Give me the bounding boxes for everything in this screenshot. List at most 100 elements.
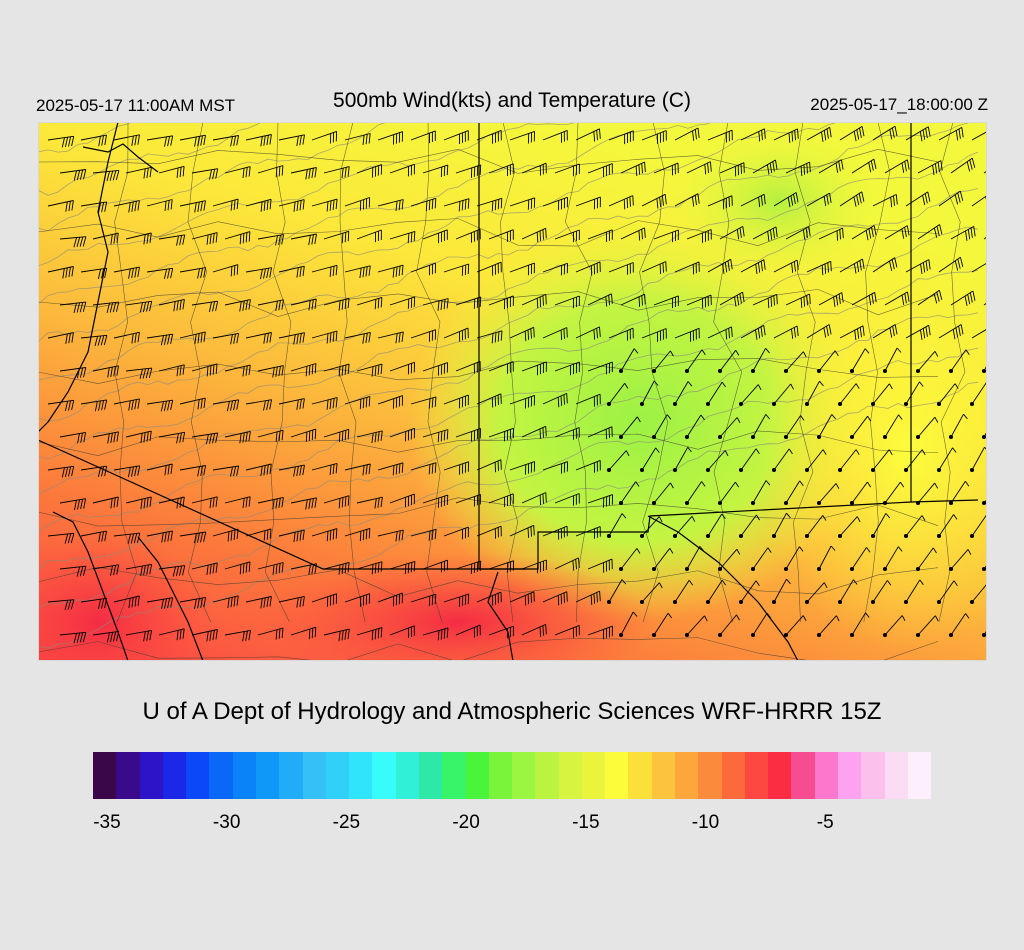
wind-barb — [410, 130, 436, 144]
wind-barb — [851, 225, 877, 241]
wind-barb — [587, 293, 613, 307]
isotherm-line — [38, 347, 979, 609]
wind-barb — [653, 162, 679, 176]
wind-barb — [872, 125, 898, 141]
wind-barb — [705, 381, 726, 407]
colorbar-tick-label: -15 — [572, 812, 600, 833]
wind-barb — [311, 593, 338, 607]
colorbar-swatch — [698, 752, 722, 799]
wind-barb — [936, 383, 959, 407]
wind-barb — [158, 165, 185, 178]
wind-barb — [191, 363, 218, 377]
wind-barb — [783, 480, 804, 506]
wind-barb — [212, 264, 239, 277]
wind-barb — [47, 599, 75, 611]
wind-barb — [323, 363, 350, 377]
wind-barb — [323, 230, 350, 244]
wind-barb — [476, 393, 502, 408]
wind-barb — [837, 449, 860, 473]
wind-barb — [870, 580, 892, 605]
yellow-band-east — [758, 252, 987, 652]
wind-barb — [554, 295, 580, 309]
wind-barb — [816, 615, 840, 638]
wind-barb — [125, 629, 153, 642]
colorbar-swatch — [255, 752, 280, 799]
wind-barb — [606, 383, 629, 407]
wind-barb — [422, 559, 448, 573]
wind-barb — [377, 199, 404, 212]
wind-barb — [344, 593, 371, 607]
wind-barb — [290, 363, 317, 377]
colorbar-swatch — [325, 752, 350, 799]
wind-barb — [158, 496, 185, 509]
chihuahua-line — [487, 571, 514, 661]
wind-barb — [125, 367, 153, 379]
wind-barb — [684, 615, 708, 638]
wind-barb — [806, 324, 832, 339]
wind-barb — [554, 493, 580, 506]
colorbar-swatch — [302, 752, 326, 799]
wind-barb — [905, 191, 931, 207]
wind-barb — [377, 264, 404, 278]
county-line — [338, 122, 366, 623]
wind-barb — [684, 349, 706, 374]
wind-barb — [389, 493, 415, 508]
wind-barb — [816, 545, 836, 572]
wind-barb — [870, 449, 893, 473]
wind-barb — [311, 264, 338, 277]
wind-barb — [773, 192, 799, 208]
wind-barb — [849, 612, 870, 638]
colorbar-swatch — [838, 752, 862, 799]
wind-barb — [191, 232, 218, 245]
wind-barb — [707, 258, 733, 274]
wind-barb — [344, 265, 371, 279]
wind-barb — [521, 227, 547, 243]
rio-grande — [647, 515, 799, 661]
colorbar-swatch — [395, 752, 419, 799]
wind-barb — [705, 579, 727, 605]
wind-barb — [950, 226, 976, 241]
wind-barb — [278, 199, 305, 212]
wind-barb — [356, 296, 383, 310]
wind-barb — [422, 298, 449, 311]
wind-barb — [717, 417, 741, 440]
wind-barb — [575, 326, 601, 340]
wind-barb — [488, 361, 514, 374]
wind-barb — [224, 166, 251, 179]
wind-barb — [651, 612, 673, 638]
wind-barb — [521, 293, 547, 309]
texas-border — [910, 499, 979, 503]
wind-barb — [47, 266, 74, 279]
wind-barb — [476, 261, 502, 276]
wind-barb — [948, 549, 972, 572]
wind-barb — [476, 525, 502, 539]
wind-barb — [179, 596, 207, 609]
wind-barb — [785, 226, 811, 240]
isotherm-line — [38, 312, 979, 571]
wind-barb — [750, 612, 772, 638]
wind-barb — [212, 595, 239, 609]
wind-barb — [476, 197, 503, 212]
wind-barb — [639, 582, 663, 605]
wind-barb — [179, 200, 206, 213]
wind-barb — [639, 516, 663, 539]
wind-barb — [509, 461, 536, 475]
wind-barb — [356, 561, 383, 575]
wind-barb — [851, 158, 877, 174]
colorbar-swatch — [814, 752, 838, 799]
wind-barb — [752, 293, 778, 309]
wind-barb — [92, 232, 119, 245]
wind-barb — [323, 428, 350, 443]
wind-barb — [707, 326, 733, 340]
colorbar-swatch — [162, 752, 187, 799]
wind-barb — [554, 361, 580, 376]
temperature-colorbar — [93, 752, 932, 799]
wind-barb — [59, 236, 87, 248]
wind-barb — [872, 324, 898, 339]
wind-barb — [257, 299, 284, 311]
isotherm-line — [38, 122, 262, 196]
wind-barb — [47, 465, 75, 478]
wind-barb — [575, 393, 601, 407]
wind-barb — [410, 593, 437, 607]
colorbar-swatch — [465, 752, 489, 799]
